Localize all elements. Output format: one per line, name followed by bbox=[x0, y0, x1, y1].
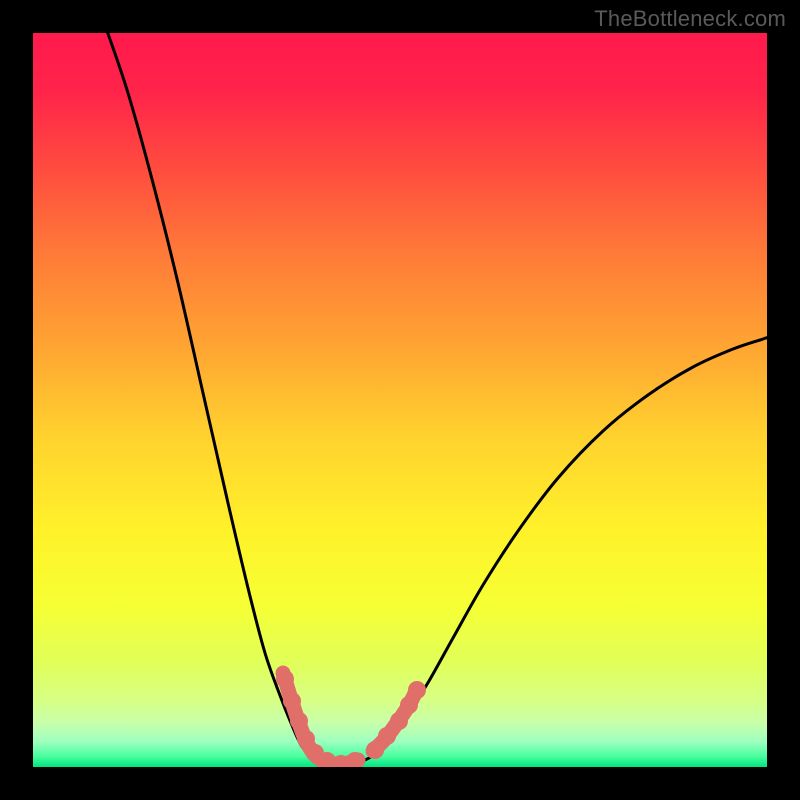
highlight-marker bbox=[366, 741, 384, 759]
watermark-text: TheBottleneck.com bbox=[594, 6, 786, 32]
highlight-marker bbox=[276, 670, 294, 688]
highlight-marker bbox=[408, 681, 426, 699]
highlight-marker bbox=[290, 712, 308, 730]
bottleneck-curve-chart bbox=[33, 33, 767, 767]
highlight-marker bbox=[390, 712, 408, 730]
highlight-marker bbox=[378, 727, 396, 745]
chart-frame: TheBottleneck.com bbox=[0, 0, 800, 800]
plot-area bbox=[33, 33, 767, 767]
highlight-marker bbox=[283, 692, 301, 710]
